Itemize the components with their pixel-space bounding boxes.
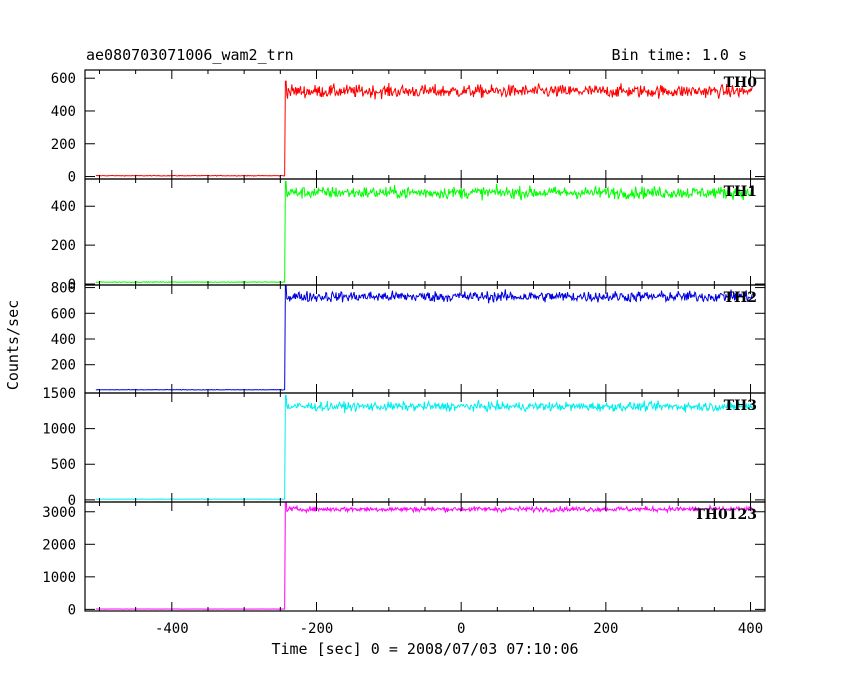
- panels-group: 0 200 400 600 TH0 0 200 400 TH1 200 400 600 800 TH2 0 5…: [42, 69, 766, 637]
- y-tick-label: 600: [51, 71, 76, 87]
- panel-label-th0: TH0: [724, 75, 758, 91]
- panel-th0123: 0 1000 2000 3000 TH0123: [42, 501, 766, 618]
- series-line-th2: [95, 285, 754, 391]
- series-line-th0123: [95, 502, 754, 610]
- panel-th1: 0 200 400 TH1: [51, 178, 766, 293]
- x-axis-label: Time [sec] 0 = 2008/07/03 07:10:06: [271, 640, 578, 658]
- y-tick-label: 200: [51, 137, 76, 153]
- y-tick-label: 800: [51, 281, 76, 297]
- series-line-th1: [95, 181, 754, 284]
- y-tick-label: 600: [51, 306, 76, 322]
- panel-th2: 200 400 600 800 TH2: [51, 281, 766, 394]
- y-tick-label: 1000: [42, 422, 76, 438]
- y-tick-label: 1000: [42, 570, 76, 586]
- y-tick-label: 200: [51, 358, 76, 374]
- y-axis-label: Counts/sec: [4, 300, 22, 390]
- series-line-th0: [95, 80, 754, 177]
- y-tick-label: 2000: [42, 537, 76, 553]
- panel-label-th1: TH1: [724, 184, 757, 200]
- y-tick-label: 400: [51, 332, 76, 348]
- panel-label-th3: TH3: [724, 398, 757, 414]
- y-tick-label: 3000: [42, 505, 76, 521]
- panel-frame: [84, 392, 766, 503]
- panel-label-th2: TH2: [724, 290, 757, 306]
- panel-frame: [84, 284, 766, 394]
- x-tick-label: -400: [155, 621, 189, 637]
- y-tick-label: 200: [51, 238, 76, 254]
- y-tick-label: 1500: [42, 386, 76, 402]
- y-tick-label: 400: [51, 199, 76, 215]
- panel-label-th0123: TH0123: [694, 507, 757, 523]
- panel-th3: 0 500 1000 1500 TH3: [42, 386, 766, 509]
- y-tick-label: 0: [68, 602, 76, 618]
- y-tick-label: 0: [68, 493, 76, 509]
- x-tick-label: 0: [457, 621, 465, 637]
- y-tick-label: 400: [51, 104, 76, 120]
- x-tick-label: 400: [738, 621, 763, 637]
- x-tick-label: 200: [593, 621, 618, 637]
- panel-th0: 0 200 400 600 TH0: [51, 69, 766, 186]
- y-tick-label: 500: [51, 457, 76, 473]
- x-tick-label: -200: [300, 621, 334, 637]
- bin-time-label: Bin time: 1.0 s: [612, 46, 747, 64]
- panel-frame: [84, 501, 766, 612]
- y-tick-label: 0: [68, 170, 76, 186]
- chart-title: ae080703071006_wam2_trn: [86, 46, 294, 64]
- series-line-th3: [95, 394, 754, 500]
- y-tick-label: 0: [68, 277, 76, 293]
